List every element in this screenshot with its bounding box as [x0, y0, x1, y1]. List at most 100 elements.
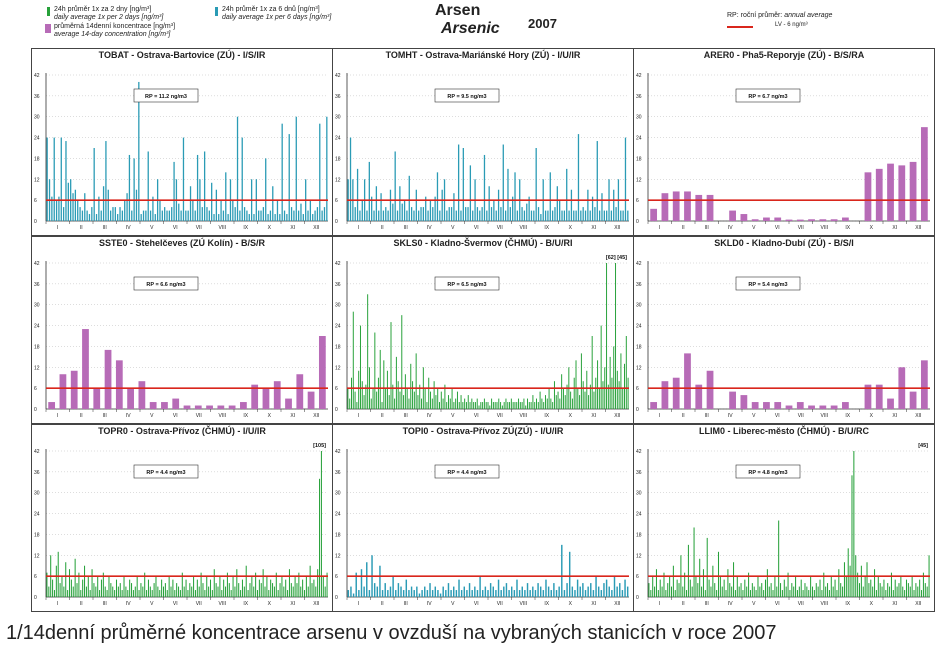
bar [218, 214, 220, 221]
legend-6day-label-en: daily average 1x per 6 days [ng/m³] [222, 14, 332, 21]
bar [785, 219, 793, 221]
y-tick-label: 18 [34, 156, 40, 162]
bar [213, 214, 215, 221]
bar [460, 395, 462, 409]
bar [359, 210, 361, 221]
month-label: I [659, 601, 660, 607]
bar [211, 182, 213, 221]
bar [281, 123, 283, 221]
bar [162, 586, 165, 597]
month-label: VIII [519, 413, 527, 419]
bar [608, 586, 610, 597]
bar [498, 398, 500, 409]
bar [834, 579, 836, 597]
bar [796, 590, 798, 597]
bar [429, 583, 431, 597]
bar [161, 402, 168, 409]
bar [387, 590, 389, 597]
bar [138, 590, 140, 597]
bar [243, 207, 246, 221]
bar [600, 325, 602, 409]
rp-legend-label: RP: roční průměr [727, 12, 781, 19]
bar [61, 576, 63, 597]
bar [313, 579, 315, 597]
bar [178, 203, 180, 221]
bar [907, 583, 909, 597]
bar [91, 569, 93, 597]
bar [571, 398, 573, 409]
bar [864, 384, 872, 409]
y-tick-label: 36 [335, 282, 341, 288]
panel-title: SKLS0 - Kladno-Švermov (ČHMÚ) - B/U/RI [393, 238, 573, 248]
y-tick-label: 30 [335, 115, 341, 121]
bar [89, 590, 91, 597]
bar [808, 590, 810, 597]
bar [529, 590, 531, 597]
y-tick-label: 24 [335, 324, 341, 330]
legend-2day-label-en: daily average 1x per 2 days [ng/m³] [54, 14, 164, 21]
bar [400, 586, 402, 597]
title-czech: Arsen [435, 2, 481, 19]
month-label: XI [591, 225, 596, 231]
month-label: IV [126, 225, 131, 231]
bar [627, 210, 629, 221]
bar [602, 381, 604, 409]
bar [309, 200, 312, 221]
legend-swatch-14day [45, 24, 51, 33]
bar [403, 200, 406, 221]
bar [650, 402, 658, 409]
bar [240, 590, 242, 597]
bar [591, 336, 593, 409]
bar [82, 329, 89, 409]
bar [172, 579, 174, 597]
bar [392, 576, 394, 597]
bar [667, 583, 669, 597]
bar [55, 565, 57, 597]
bar [415, 189, 417, 221]
bar [302, 579, 304, 597]
bar [206, 207, 208, 221]
bar [693, 527, 695, 597]
bar [57, 551, 59, 597]
rp-box [434, 88, 500, 103]
bar [91, 207, 93, 221]
month-label: XII [915, 225, 921, 231]
bar [53, 137, 55, 221]
bar [268, 590, 270, 597]
bar [115, 360, 123, 409]
bar [553, 381, 555, 409]
chart-panel-tomht: TOMHT - Ostrava-Mariánské Hory (ZÚ) - I/… [332, 48, 634, 236]
bar [399, 186, 401, 221]
bar [909, 161, 917, 221]
bar [898, 165, 906, 221]
bar [774, 576, 776, 597]
bar [290, 207, 293, 221]
bar [439, 402, 440, 409]
bar [396, 210, 399, 221]
bar [539, 586, 542, 597]
bar [265, 158, 267, 221]
bar [317, 569, 319, 597]
bar [208, 210, 210, 221]
y-tick-label: 42 [34, 73, 40, 79]
bar [276, 200, 279, 221]
bar [272, 583, 274, 597]
bar [449, 398, 451, 409]
bar [437, 388, 439, 409]
bar [421, 398, 423, 409]
bar [860, 565, 862, 597]
bar [885, 590, 887, 597]
bar [755, 590, 757, 597]
bar [239, 210, 241, 221]
month-label: V [150, 413, 154, 419]
bar [187, 590, 189, 597]
bar [706, 194, 714, 221]
bar [248, 214, 250, 221]
bar [319, 478, 321, 597]
bar [734, 590, 736, 597]
bar [858, 583, 861, 597]
bar [413, 590, 415, 597]
bar [300, 203, 302, 221]
